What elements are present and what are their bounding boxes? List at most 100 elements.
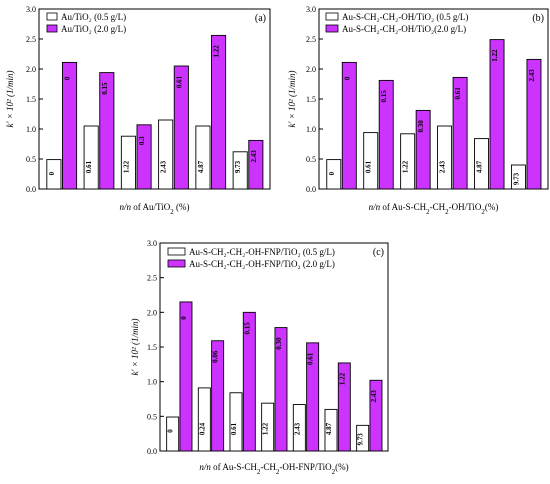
panel-a-chart: 0.0 0.5 1.0 1.5 2.0 2.5 3.0 k' × 10² (1/min) n/n…	[5, 5, 271, 216]
x-axis-label-text: of Au/TiO	[131, 202, 171, 212]
bar-low-label: 9.73	[357, 433, 365, 446]
bar-low-label: 0.24	[198, 422, 206, 435]
x-axis-label: n/n of Au-S-CH2-CH2-OH/TiO2(%)	[369, 202, 499, 216]
bar-low-concentration	[166, 416, 180, 452]
x-axis-label-subscript: 2	[170, 208, 174, 216]
bar-high-concentration	[378, 79, 394, 190]
y-tick-label: 2.5	[26, 35, 36, 44]
y-tick-label: 1.5	[26, 95, 36, 104]
legend-label: Au-S-CH₂-CH₂-OH/TiO₂ (0.5 g/L)	[342, 12, 468, 22]
bar-high-label: 0.15	[101, 82, 109, 95]
bar-high-label: 0.30	[417, 120, 425, 133]
bar-low-label: 4.87	[476, 160, 484, 173]
y-tick-label: 1.0	[147, 378, 157, 387]
x-axis-label-text: -CH	[260, 462, 276, 472]
x-axis-label-text: (%)	[485, 202, 499, 212]
y-tick-label: 0.5	[147, 412, 157, 421]
legend-label: Au-S-CH₂-CH₂-OH-FNP/TiO₂ (0.5 g/L)	[189, 247, 335, 257]
x-axis-label-italic: n/n	[199, 462, 211, 472]
bar-low-label: 2.43	[439, 160, 447, 173]
bar-low-label: 2.43	[160, 160, 168, 173]
bar-low-label: 0	[328, 171, 336, 175]
bar-low-concentration	[324, 408, 338, 452]
panel-label: (c)	[373, 247, 384, 258]
legend-label: Au/TiO₂ (2.0 g/L)	[61, 24, 126, 34]
bar-low-label: 1.22	[122, 160, 130, 173]
bar-high-concentration	[99, 72, 115, 190]
bar-low-concentration	[363, 132, 379, 190]
bar-low-concentration	[195, 125, 211, 190]
bar-low-concentration	[83, 125, 99, 190]
bar-high-label: 0	[180, 316, 188, 320]
bar-high-label: 2.43	[370, 390, 378, 403]
bar-high-label: 0.61	[175, 75, 183, 88]
y-tick-label: 0.0	[147, 447, 157, 456]
bar-low-concentration	[356, 424, 370, 452]
legend-swatch	[325, 12, 339, 21]
bar-low-concentration	[229, 392, 243, 452]
bar-high-concentration	[211, 340, 225, 452]
bar-low-label: 2.43	[293, 422, 301, 435]
bar-low-label: 4.87	[197, 160, 205, 173]
bar-low-label: 4.87	[325, 422, 333, 435]
y-tick-label: 1.5	[306, 95, 316, 104]
x-axis-label: n/n of Au-S-CH2-CH2-OH-FNP/TiO2(%)	[199, 462, 348, 476]
bar-high-concentration	[526, 58, 542, 190]
bar-high-concentration	[415, 109, 431, 190]
bar-high-label: 0.06	[212, 350, 220, 363]
bar-high-label: 0.61	[307, 352, 315, 365]
bar-high-concentration	[452, 76, 468, 190]
bar-high-label: 2.43	[250, 150, 258, 163]
bar-low-concentration	[474, 138, 489, 190]
bar-low-concentration	[158, 119, 174, 190]
bar-low-concentration	[400, 133, 416, 190]
y-axis-label: k' × 10² (1/min)	[130, 319, 140, 376]
bar-high-concentration	[242, 311, 256, 452]
x-axis-label-text: (%)	[174, 202, 190, 212]
panel-b-chart: 0.0 0.5 1.0 1.5 2.0 2.5 3.0 k' × 10² (1/min) n/n…	[287, 5, 549, 216]
x-axis-label-italic: n/n	[369, 202, 381, 212]
bar-low-label: 1.22	[402, 160, 410, 173]
bar-high-label: 0.30	[275, 337, 283, 350]
x-axis-label-text: -OH-FNP/TiO	[279, 462, 332, 472]
bar-high-concentration	[179, 301, 193, 452]
y-tick-label: 2.5	[306, 35, 316, 44]
bar-high-concentration	[211, 34, 227, 190]
bar-low-concentration	[46, 159, 62, 190]
y-tick-label: 2.5	[147, 274, 157, 283]
bar-low-concentration	[437, 125, 453, 190]
bar-low-concentration	[261, 402, 275, 452]
bar-high-label: 0.3	[138, 136, 146, 145]
bar-high-label: 0.15	[243, 322, 251, 335]
bar-low-label: 0.61	[230, 422, 238, 435]
x-axis-label-subscript: 2	[426, 208, 430, 216]
y-tick-label: 1.0	[26, 125, 36, 134]
legend-swatch	[167, 259, 186, 268]
y-tick-label: 0.5	[26, 155, 36, 164]
y-tick-label: 2.0	[147, 308, 157, 317]
bar-low-concentration	[292, 404, 306, 452]
bar-low-concentration	[510, 164, 526, 190]
x-axis-label-text: (%)	[335, 462, 349, 472]
bar-low-label: 0.61	[85, 160, 93, 173]
y-axis-label: k' × 10² (1/min)	[287, 71, 297, 128]
panel-c-chart: 0.0 0.5 1.0 1.5 2.0 2.5 3.0 k' × 10² (1/min) n/n…	[130, 239, 389, 476]
bar-high-concentration	[306, 342, 320, 452]
y-tick-label: 3.0	[306, 5, 316, 14]
y-tick-label: 0.0	[26, 185, 36, 194]
bar-low-label: 0.61	[365, 160, 373, 173]
bar-high-label: 0	[64, 76, 72, 80]
legend-label: Au-S-CH₂-CH₂-OH-FNP/TiO₂ (2.0 g/L)	[189, 259, 335, 269]
bar-high-concentration	[341, 61, 357, 190]
bar-high-concentration	[173, 65, 189, 190]
bar-high-label: 0	[343, 76, 351, 80]
bar-low-label: 0	[167, 429, 175, 433]
y-tick-label: 0.5	[306, 155, 316, 164]
y-tick-label: 1.5	[147, 343, 157, 352]
y-tick-label: 1.0	[306, 125, 316, 134]
panel-label: (b)	[532, 13, 544, 24]
legend-swatch	[325, 24, 339, 33]
bar-low-label: 9.73	[512, 172, 520, 185]
y-tick-label: 0.0	[306, 185, 316, 194]
